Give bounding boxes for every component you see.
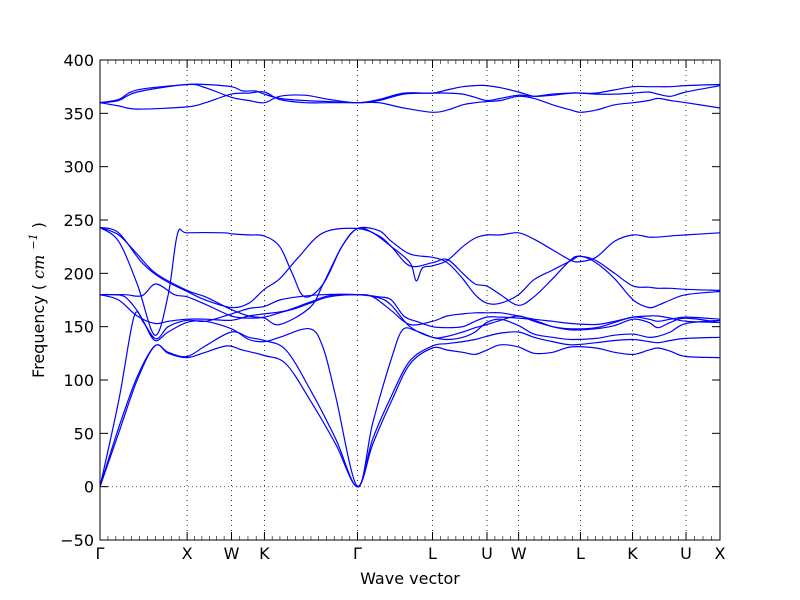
y-axis-label: Frequency ( cm −1 ) — [22, 222, 48, 378]
x-tick-label-2: W — [224, 544, 240, 563]
x-tick-label-3: K — [259, 544, 270, 563]
y-axis-label-unit: cm — [29, 255, 48, 279]
x-tick-label-0: Γ — [96, 544, 105, 563]
band-line-12 — [100, 91, 720, 113]
y-axis-label-close: ) — [29, 222, 48, 228]
band-line-5 — [100, 294, 720, 330]
band-line-8 — [100, 226, 720, 326]
y-axis-label-open: ( — [29, 284, 48, 290]
y-tick-label-2: 50 — [74, 424, 94, 443]
x-tick-label-11: X — [715, 544, 726, 563]
x-tick-label-9: K — [627, 544, 638, 563]
band-line-6 — [100, 283, 720, 326]
x-tick-label-6: U — [481, 544, 493, 563]
x-axis-label: Wave vector — [360, 569, 460, 588]
y-tick-label-1: 0 — [84, 478, 94, 497]
y-tick-label-7: 300 — [63, 158, 94, 177]
x-tick-label-5: L — [428, 544, 437, 563]
y-axis-label-exp: −1 — [27, 233, 40, 249]
y-tick-label-9: 400 — [63, 51, 94, 70]
y-tick-label-3: 100 — [63, 371, 94, 390]
band-line-3 — [100, 311, 720, 488]
band-line-9 — [100, 226, 720, 336]
band-lines — [100, 83, 720, 488]
band-line-4 — [100, 293, 720, 340]
x-tick-label-10: U — [680, 544, 692, 563]
x-tick-label-8: L — [576, 544, 585, 563]
y-tick-label-4: 150 — [63, 318, 94, 337]
y-axis-label-text: Frequency — [29, 295, 48, 378]
y-tick-label-5: 200 — [63, 264, 94, 283]
band-line-10 — [100, 83, 720, 104]
y-tick-label-0: −50 — [60, 531, 94, 550]
band-line-1 — [100, 344, 720, 488]
y-tick-label-6: 250 — [63, 211, 94, 230]
high-symmetry-lines — [186, 60, 687, 540]
x-tick-label-7: W — [511, 544, 527, 563]
y-tick-label-8: 350 — [63, 104, 94, 123]
band-line-11 — [100, 83, 720, 104]
x-axis-minor-ticks — [107, 60, 712, 540]
y-axis-ticks: −50 0 50 100 150 200 250 300 350 400 — [60, 51, 720, 550]
x-tick-label-1: X — [182, 544, 193, 563]
x-tick-label-4: Γ — [353, 544, 362, 563]
